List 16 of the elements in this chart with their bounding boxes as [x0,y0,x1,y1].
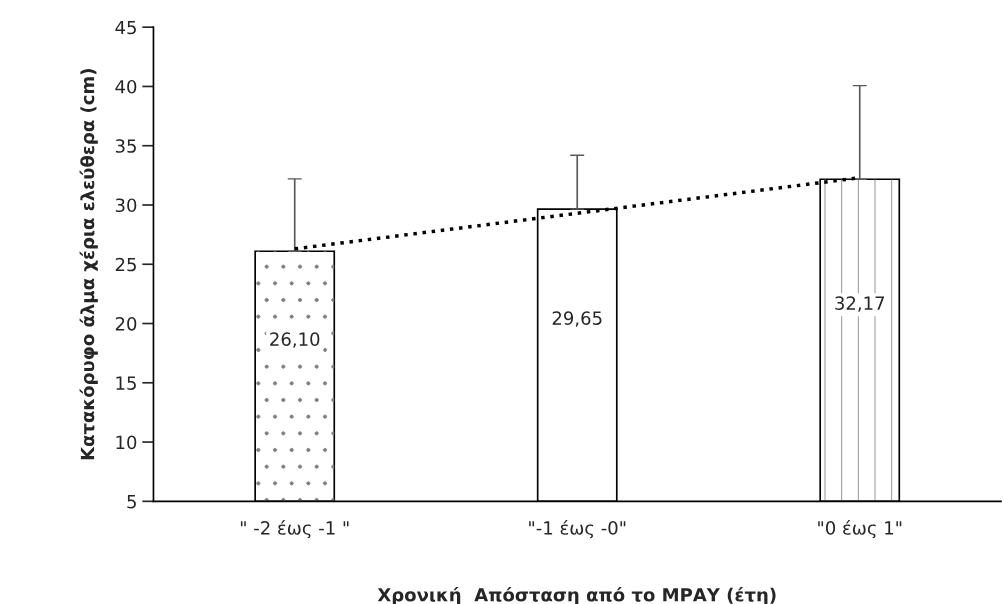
x-tick-label: " -2 έως -1 " [240,520,349,539]
data-label: 29,65 [552,311,602,327]
y-tick-label: 35 [115,139,136,153]
y-tick-label: 25 [115,257,136,272]
data-label: 32,17 [835,296,885,312]
data-label: 26,10 [270,332,320,348]
y-tick-label: 30 [115,198,137,213]
y-tick-label: 10 [116,435,137,450]
y-tick-label: 40 [115,79,137,94]
x-tick-label: "-1 έως -0" [529,520,626,539]
y-tick-label: 15 [116,376,136,390]
y-tick-label: 45 [115,20,136,35]
y-tick-label: 5 [127,495,136,509]
x-tick-label: "0 έως 1" [818,520,902,539]
y-tick-label: 20 [115,316,137,331]
y-axis-title: Κατακόρυφο άλμα χέρια ελεύθερα (cm) [79,69,98,460]
